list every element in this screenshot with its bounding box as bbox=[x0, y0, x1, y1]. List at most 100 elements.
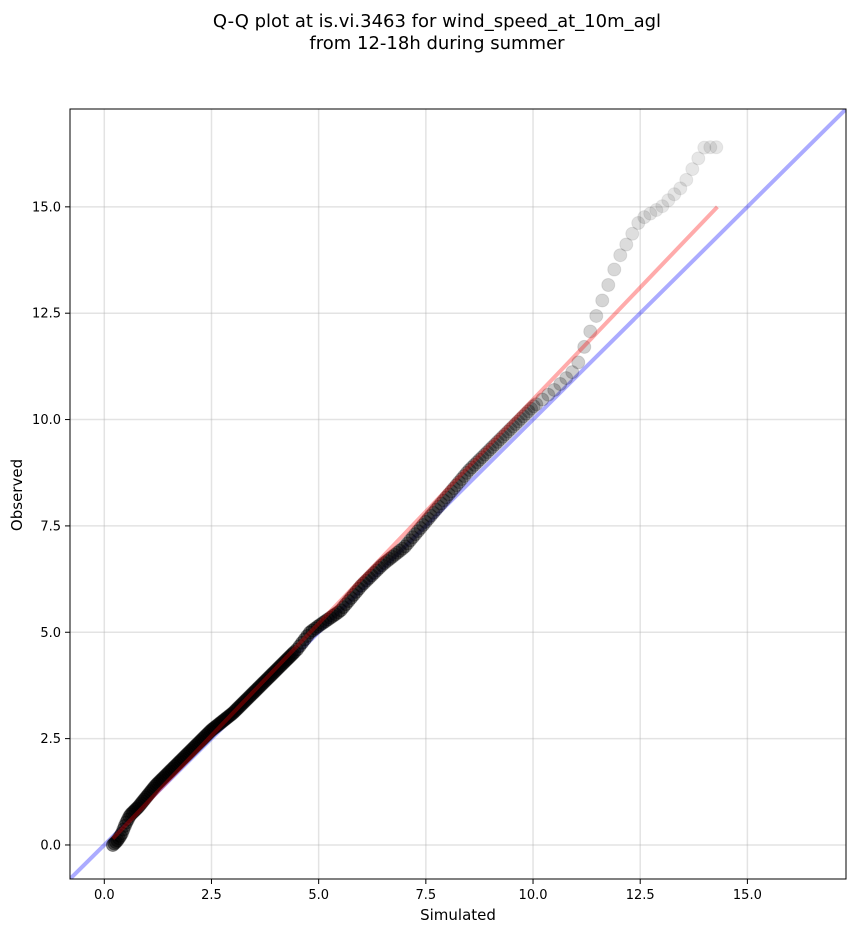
quantile-point-221 bbox=[565, 365, 580, 380]
quantile-point-244 bbox=[703, 140, 718, 155]
quantile-point-131 bbox=[313, 617, 328, 632]
quantile-point-158 bbox=[382, 551, 397, 566]
quantile-point-163 bbox=[395, 541, 410, 556]
quantile-point-69 bbox=[209, 719, 224, 734]
quantile-point-44 bbox=[171, 755, 186, 770]
quantile-point-193 bbox=[472, 452, 487, 467]
quantile-point-113 bbox=[275, 656, 290, 671]
quantile-point-199 bbox=[488, 437, 503, 452]
quantile-point-123 bbox=[292, 639, 307, 654]
quantile-point-109 bbox=[269, 662, 284, 677]
quantile-point-130 bbox=[310, 619, 325, 634]
quantile-point-43 bbox=[170, 756, 185, 771]
x-tick-label: 15.0 bbox=[733, 888, 762, 903]
quantile-point-82 bbox=[228, 703, 243, 718]
quantile-point-92 bbox=[243, 688, 258, 703]
x-tick-label: 5.0 bbox=[308, 888, 329, 903]
quantile-point-187 bbox=[457, 468, 472, 483]
quantile-point-227 bbox=[601, 277, 616, 292]
quantile-point-51 bbox=[182, 745, 197, 760]
quantile-point-159 bbox=[385, 549, 400, 564]
quantile-point-144 bbox=[346, 587, 361, 602]
quantile-point-139 bbox=[333, 603, 348, 618]
quantile-point-241 bbox=[685, 162, 700, 177]
quantile-point-218 bbox=[547, 382, 562, 397]
quantile-point-85 bbox=[233, 698, 248, 713]
quantile-point-118 bbox=[282, 649, 297, 664]
quantile-point-234 bbox=[643, 206, 658, 221]
quantile-point-207 bbox=[508, 417, 523, 432]
quantile-point-122 bbox=[290, 642, 305, 657]
quantile-point-153 bbox=[369, 563, 384, 578]
quantile-point-175 bbox=[426, 505, 441, 520]
quantile-point-78 bbox=[222, 708, 237, 723]
quantile-point-103 bbox=[260, 671, 275, 686]
quantile-point-141 bbox=[338, 597, 353, 612]
quantile-point-49 bbox=[179, 747, 194, 762]
quantile-point-194 bbox=[475, 450, 490, 465]
quantile-point-184 bbox=[449, 478, 464, 493]
quantile-point-236 bbox=[655, 199, 670, 214]
quantile-point-52 bbox=[183, 743, 198, 758]
quantile-point-128 bbox=[305, 623, 320, 638]
quantile-point-192 bbox=[470, 455, 485, 470]
quantile-point-5 bbox=[113, 828, 128, 843]
quantile-point-203 bbox=[498, 427, 513, 442]
chart-title-line-2: from 12-18h during summer bbox=[309, 33, 565, 54]
quantile-point-217 bbox=[541, 387, 556, 402]
quantile-point-10 bbox=[120, 812, 135, 827]
quantile-point-110 bbox=[270, 661, 285, 676]
quantile-point-11 bbox=[122, 809, 137, 824]
quantile-point-182 bbox=[444, 484, 459, 499]
quantile-point-154 bbox=[372, 560, 387, 575]
quantile-point-233 bbox=[637, 210, 652, 225]
quantile-point-102 bbox=[258, 673, 273, 688]
quantile-point-86 bbox=[234, 697, 249, 712]
quantile-point-190 bbox=[464, 460, 479, 475]
quantile-point-98 bbox=[252, 679, 267, 694]
quantile-point-176 bbox=[428, 502, 443, 517]
quantile-point-17 bbox=[131, 799, 146, 814]
quantile-point-127 bbox=[302, 625, 317, 640]
quantile-point-188 bbox=[459, 465, 474, 480]
x-tick-label: 10.0 bbox=[519, 888, 548, 903]
quantile-point-178 bbox=[434, 496, 449, 511]
quantile-point-189 bbox=[462, 462, 477, 477]
quantile-point-222 bbox=[571, 355, 586, 370]
quantile-point-167 bbox=[405, 530, 420, 545]
y-tick-label: 0.0 bbox=[40, 838, 61, 853]
quantile-point-100 bbox=[255, 676, 270, 691]
quantile-point-101 bbox=[257, 674, 272, 689]
quantile-point-232 bbox=[631, 216, 646, 231]
quantile-point-18 bbox=[132, 798, 147, 813]
quantile-point-238 bbox=[667, 187, 682, 202]
quantile-point-200 bbox=[490, 434, 505, 449]
quantile-point-61 bbox=[197, 730, 212, 745]
quantile-point-39 bbox=[164, 762, 179, 777]
y-tick-label: 10.0 bbox=[32, 413, 61, 428]
quantile-point-84 bbox=[231, 700, 246, 715]
quantile-point-231 bbox=[625, 226, 640, 241]
quantile-point-15 bbox=[128, 802, 143, 817]
quantile-point-147 bbox=[354, 578, 369, 593]
quantile-point-67 bbox=[206, 721, 221, 736]
quantile-point-8 bbox=[117, 818, 132, 833]
quantile-point-191 bbox=[467, 457, 482, 472]
quantile-point-155 bbox=[374, 558, 389, 573]
quantile-point-23 bbox=[140, 788, 155, 803]
quantile-point-156 bbox=[377, 556, 392, 571]
quantile-point-121 bbox=[287, 645, 302, 660]
quantile-point-226 bbox=[595, 293, 610, 308]
x-tick-label: 12.5 bbox=[626, 888, 655, 903]
quantile-point-170 bbox=[413, 521, 428, 536]
quantile-point-142 bbox=[341, 594, 356, 609]
quantile-point-114 bbox=[276, 655, 291, 670]
quantile-point-62 bbox=[198, 728, 213, 743]
quantile-point-172 bbox=[418, 514, 433, 529]
quantile-point-38 bbox=[162, 764, 177, 779]
quantile-point-76 bbox=[219, 710, 234, 725]
quantile-point-146 bbox=[351, 581, 366, 596]
quantile-point-91 bbox=[242, 689, 257, 704]
quantile-point-53 bbox=[185, 742, 200, 757]
